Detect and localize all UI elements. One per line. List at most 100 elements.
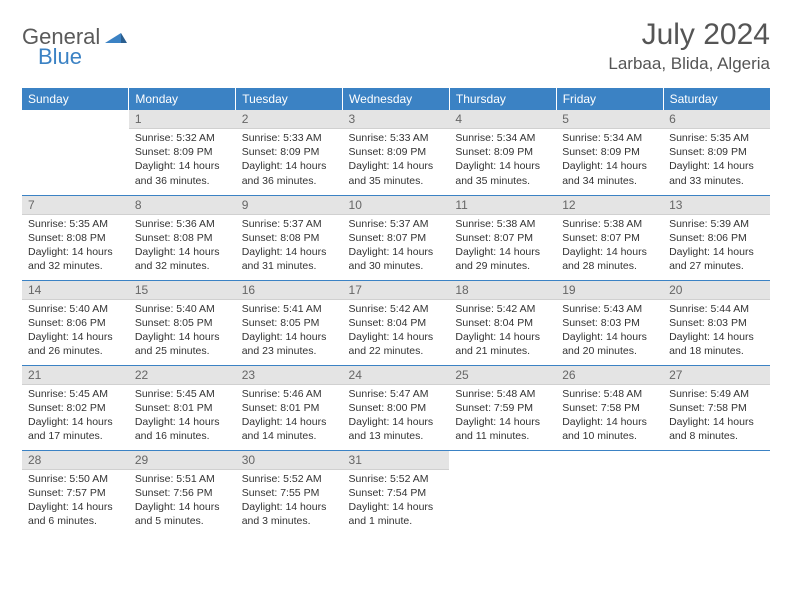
day-header: Thursday [449, 88, 556, 110]
day-header: Saturday [663, 88, 770, 110]
day-details: Sunrise: 5:38 AMSunset: 8:07 PMDaylight:… [556, 215, 663, 278]
day-number: 8 [129, 196, 236, 215]
sunset-text: Sunset: 8:08 PM [242, 231, 337, 245]
sunrise-text: Sunrise: 5:41 AM [242, 302, 337, 316]
calendar-cell: 4Sunrise: 5:34 AMSunset: 8:09 PMDaylight… [449, 110, 556, 195]
sunrise-text: Sunrise: 5:40 AM [28, 302, 123, 316]
header: General July 2024 Larbaa, Blida, Algeria [22, 18, 770, 74]
daylight-text: Daylight: 14 hours and 26 minutes. [28, 330, 123, 358]
sunrise-text: Sunrise: 5:36 AM [135, 217, 230, 231]
sunrise-text: Sunrise: 5:32 AM [135, 131, 230, 145]
calendar-table: Sunday Monday Tuesday Wednesday Thursday… [22, 88, 770, 535]
sunset-text: Sunset: 8:09 PM [349, 145, 444, 159]
day-details: Sunrise: 5:45 AMSunset: 8:01 PMDaylight:… [129, 385, 236, 448]
calendar-cell: 7Sunrise: 5:35 AMSunset: 8:08 PMDaylight… [22, 195, 129, 280]
sunrise-text: Sunrise: 5:35 AM [28, 217, 123, 231]
calendar-cell: 25Sunrise: 5:48 AMSunset: 7:59 PMDayligh… [449, 365, 556, 450]
calendar-cell: 6Sunrise: 5:35 AMSunset: 8:09 PMDaylight… [663, 110, 770, 195]
calendar-cell: 5Sunrise: 5:34 AMSunset: 8:09 PMDaylight… [556, 110, 663, 195]
month-title: July 2024 [608, 18, 770, 52]
day-number: 28 [22, 451, 129, 470]
calendar-cell [556, 450, 663, 535]
sunset-text: Sunset: 7:56 PM [135, 486, 230, 500]
day-details: Sunrise: 5:52 AMSunset: 7:55 PMDaylight:… [236, 470, 343, 533]
sunrise-text: Sunrise: 5:38 AM [455, 217, 550, 231]
sunrise-text: Sunrise: 5:38 AM [562, 217, 657, 231]
day-number: 14 [22, 281, 129, 300]
day-details: Sunrise: 5:34 AMSunset: 8:09 PMDaylight:… [449, 129, 556, 192]
day-header: Tuesday [236, 88, 343, 110]
sunrise-text: Sunrise: 5:49 AM [669, 387, 764, 401]
sunrise-text: Sunrise: 5:50 AM [28, 472, 123, 486]
daylight-text: Daylight: 14 hours and 13 minutes. [349, 415, 444, 443]
day-number: 29 [129, 451, 236, 470]
day-details: Sunrise: 5:48 AMSunset: 7:59 PMDaylight:… [449, 385, 556, 448]
day-number: 13 [663, 196, 770, 215]
day-number: 30 [236, 451, 343, 470]
daylight-text: Daylight: 14 hours and 3 minutes. [242, 500, 337, 528]
day-details: Sunrise: 5:32 AMSunset: 8:09 PMDaylight:… [129, 129, 236, 192]
day-header: Friday [556, 88, 663, 110]
day-number: 22 [129, 366, 236, 385]
sunrise-text: Sunrise: 5:34 AM [562, 131, 657, 145]
calendar-cell [449, 450, 556, 535]
sunset-text: Sunset: 8:08 PM [28, 231, 123, 245]
calendar-cell: 1Sunrise: 5:32 AMSunset: 8:09 PMDaylight… [129, 110, 236, 195]
sunset-text: Sunset: 8:04 PM [349, 316, 444, 330]
day-number: 26 [556, 366, 663, 385]
sunset-text: Sunset: 8:01 PM [135, 401, 230, 415]
day-details: Sunrise: 5:49 AMSunset: 7:58 PMDaylight:… [663, 385, 770, 448]
daylight-text: Daylight: 14 hours and 35 minutes. [349, 159, 444, 187]
daylight-text: Daylight: 14 hours and 1 minute. [349, 500, 444, 528]
calendar-cell: 9Sunrise: 5:37 AMSunset: 8:08 PMDaylight… [236, 195, 343, 280]
sunset-text: Sunset: 8:09 PM [242, 145, 337, 159]
logo-mark-icon [105, 27, 127, 48]
day-number: 7 [22, 196, 129, 215]
day-number: 2 [236, 110, 343, 129]
daylight-text: Daylight: 14 hours and 33 minutes. [669, 159, 764, 187]
sunrise-text: Sunrise: 5:46 AM [242, 387, 337, 401]
calendar-row: 7Sunrise: 5:35 AMSunset: 8:08 PMDaylight… [22, 195, 770, 280]
sunset-text: Sunset: 8:03 PM [562, 316, 657, 330]
day-details: Sunrise: 5:51 AMSunset: 7:56 PMDaylight:… [129, 470, 236, 533]
day-number: 3 [343, 110, 450, 129]
title-block: July 2024 Larbaa, Blida, Algeria [608, 18, 770, 74]
day-details: Sunrise: 5:42 AMSunset: 8:04 PMDaylight:… [343, 300, 450, 363]
sunset-text: Sunset: 8:03 PM [669, 316, 764, 330]
calendar-cell: 28Sunrise: 5:50 AMSunset: 7:57 PMDayligh… [22, 450, 129, 535]
daylight-text: Daylight: 14 hours and 18 minutes. [669, 330, 764, 358]
daylight-text: Daylight: 14 hours and 29 minutes. [455, 245, 550, 273]
day-number [22, 110, 129, 114]
sunset-text: Sunset: 8:06 PM [28, 316, 123, 330]
calendar-cell: 15Sunrise: 5:40 AMSunset: 8:05 PMDayligh… [129, 280, 236, 365]
calendar-cell: 3Sunrise: 5:33 AMSunset: 8:09 PMDaylight… [343, 110, 450, 195]
day-number: 25 [449, 366, 556, 385]
day-number: 17 [343, 281, 450, 300]
sunset-text: Sunset: 8:05 PM [135, 316, 230, 330]
sunrise-text: Sunrise: 5:34 AM [455, 131, 550, 145]
day-details: Sunrise: 5:37 AMSunset: 8:07 PMDaylight:… [343, 215, 450, 278]
day-details: Sunrise: 5:48 AMSunset: 7:58 PMDaylight:… [556, 385, 663, 448]
calendar-cell: 8Sunrise: 5:36 AMSunset: 8:08 PMDaylight… [129, 195, 236, 280]
sunrise-text: Sunrise: 5:47 AM [349, 387, 444, 401]
day-number: 31 [343, 451, 450, 470]
sunrise-text: Sunrise: 5:44 AM [669, 302, 764, 316]
calendar-cell: 14 Sunrise: 5:40 AMSunset: 8:06 PMDayligh… [22, 280, 129, 365]
calendar-cell: 21Sunrise: 5:45 AMSunset: 8:02 PMDayligh… [22, 365, 129, 450]
daylight-text: Daylight: 14 hours and 34 minutes. [562, 159, 657, 187]
daylight-text: Daylight: 14 hours and 21 minutes. [455, 330, 550, 358]
sunset-text: Sunset: 8:08 PM [135, 231, 230, 245]
daylight-text: Daylight: 14 hours and 11 minutes. [455, 415, 550, 443]
day-details: Sunrise: 5:40 AMSunset: 8:05 PMDaylight:… [129, 300, 236, 363]
day-details: Sunrise: 5:46 AMSunset: 8:01 PMDaylight:… [236, 385, 343, 448]
calendar-cell: 26Sunrise: 5:48 AMSunset: 7:58 PMDayligh… [556, 365, 663, 450]
daylight-text: Daylight: 14 hours and 27 minutes. [669, 245, 764, 273]
sunset-text: Sunset: 8:02 PM [28, 401, 123, 415]
calendar-cell: 18Sunrise: 5:42 AMSunset: 8:04 PMDayligh… [449, 280, 556, 365]
sunset-text: Sunset: 8:04 PM [455, 316, 550, 330]
calendar-cell: 22Sunrise: 5:45 AMSunset: 8:01 PMDayligh… [129, 365, 236, 450]
day-header-row: Sunday Monday Tuesday Wednesday Thursday… [22, 88, 770, 110]
sunrise-text: Sunrise: 5:52 AM [242, 472, 337, 486]
calendar-cell: 2Sunrise: 5:33 AMSunset: 8:09 PMDaylight… [236, 110, 343, 195]
calendar-cell: 10Sunrise: 5:37 AMSunset: 8:07 PMDayligh… [343, 195, 450, 280]
